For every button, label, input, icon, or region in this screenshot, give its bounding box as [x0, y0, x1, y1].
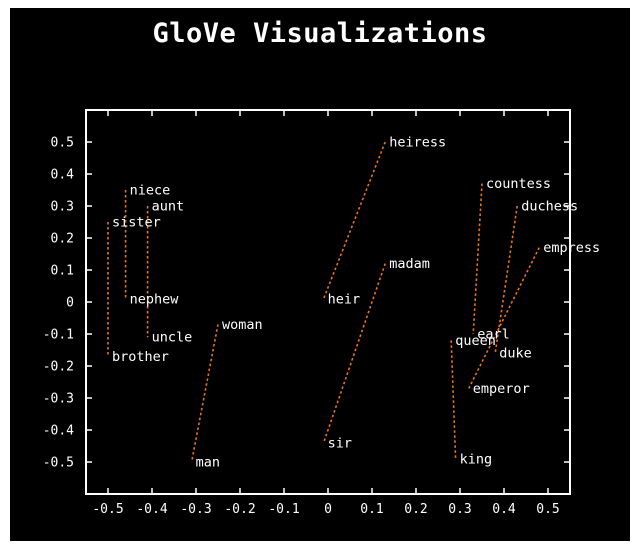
- word-label-earl: earl: [477, 327, 510, 343]
- chart-title: GloVe Visualizations: [152, 18, 488, 49]
- word-label-duke: duke: [499, 346, 532, 362]
- y-tick-label: 0: [66, 296, 74, 311]
- word-label-madam: madam: [389, 256, 430, 272]
- y-tick-label: -0.5: [43, 456, 74, 471]
- pair-line-empress-emperor: [468, 247, 540, 389]
- y-tick-label: -0.1: [43, 328, 74, 343]
- word-label-nephew: nephew: [130, 291, 180, 307]
- x-tick-label: -0.3: [180, 502, 211, 517]
- y-tick-label: -0.4: [43, 424, 74, 439]
- y-tick-label: 0.4: [51, 168, 75, 183]
- word-label-king: king: [460, 451, 493, 467]
- x-tick-label: -0.5: [92, 502, 123, 517]
- word-label-empress: empress: [543, 240, 600, 256]
- pair-line-heiress-heir: [322, 141, 386, 300]
- x-tick-label: 0.5: [536, 502, 559, 517]
- word-label-woman: woman: [222, 317, 263, 333]
- word-label-sir: sir: [328, 435, 352, 451]
- word-label-emperor: emperor: [473, 381, 530, 397]
- word-label-countess: countess: [486, 176, 551, 192]
- word-label-uncle: uncle: [152, 330, 193, 346]
- pair-line-woman-man: [190, 324, 219, 463]
- y-tick-label: 0.5: [51, 136, 74, 151]
- x-tick-label: -0.4: [136, 502, 167, 517]
- x-tick-label: 0.4: [492, 502, 516, 517]
- word-label-duchess: duchess: [521, 199, 578, 215]
- y-tick-label: 0.3: [51, 200, 74, 215]
- pair-line-countess-earl: [472, 183, 483, 335]
- word-label-heir: heir: [328, 291, 361, 307]
- chart-frame: [10, 8, 630, 541]
- x-tick-label: -0.2: [224, 502, 255, 517]
- x-tick-label: 0.1: [360, 502, 383, 517]
- x-tick-label: 0: [324, 502, 332, 517]
- y-tick-label: -0.2: [43, 360, 74, 375]
- x-tick-label: 0.2: [404, 502, 427, 517]
- y-tick-label: -0.3: [43, 392, 74, 407]
- word-label-sister: sister: [112, 215, 161, 231]
- word-label-brother: brother: [112, 349, 169, 365]
- word-label-niece: niece: [130, 183, 171, 199]
- y-tick-label: 0.2: [51, 232, 74, 247]
- word-label-queen: queen: [455, 333, 496, 349]
- pair-line-queen-king: [450, 340, 457, 459]
- pair-line-madam-sir: [322, 263, 386, 444]
- word-label-heiress: heiress: [389, 135, 446, 151]
- x-tick-label: -0.1: [268, 502, 299, 517]
- word-label-aunt: aunt: [152, 199, 185, 215]
- x-tick-label: 0.3: [448, 502, 471, 517]
- word-label-man: man: [196, 455, 220, 471]
- y-tick-label: 0.1: [51, 264, 74, 279]
